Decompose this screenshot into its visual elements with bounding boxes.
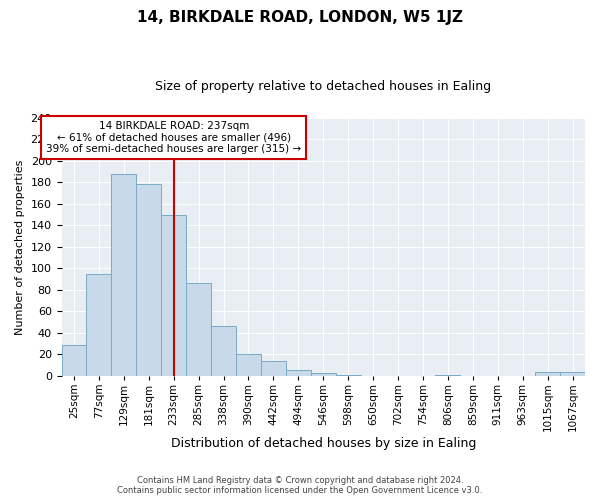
Bar: [261, 361, 286, 376]
Bar: [112, 174, 136, 376]
Y-axis label: Number of detached properties: Number of detached properties: [15, 159, 25, 334]
Bar: [86, 274, 112, 376]
Bar: [211, 326, 236, 376]
Bar: [560, 372, 585, 376]
Bar: [336, 375, 361, 376]
Bar: [136, 184, 161, 376]
Bar: [161, 214, 186, 376]
Bar: [236, 354, 261, 376]
X-axis label: Distribution of detached houses by size in Ealing: Distribution of detached houses by size …: [170, 437, 476, 450]
Bar: [186, 284, 211, 376]
Text: Contains HM Land Registry data © Crown copyright and database right 2024.
Contai: Contains HM Land Registry data © Crown c…: [118, 476, 482, 495]
Text: 14, BIRKDALE ROAD, LONDON, W5 1JZ: 14, BIRKDALE ROAD, LONDON, W5 1JZ: [137, 10, 463, 25]
Bar: [535, 372, 560, 376]
Bar: [311, 372, 336, 376]
Bar: [436, 375, 460, 376]
Title: Size of property relative to detached houses in Ealing: Size of property relative to detached ho…: [155, 80, 491, 93]
Text: 14 BIRKDALE ROAD: 237sqm
← 61% of detached houses are smaller (496)
39% of semi-: 14 BIRKDALE ROAD: 237sqm ← 61% of detach…: [46, 121, 301, 154]
Bar: [62, 344, 86, 376]
Bar: [286, 370, 311, 376]
